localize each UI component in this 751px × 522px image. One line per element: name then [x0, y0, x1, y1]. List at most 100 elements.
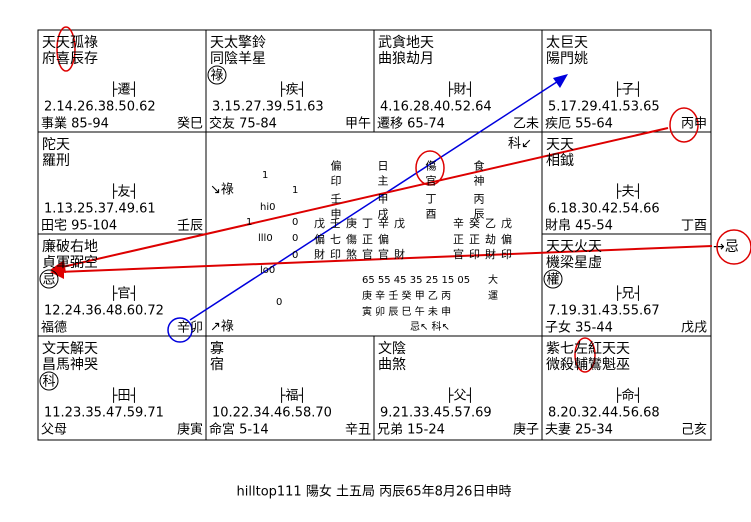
branch: ├子┤: [614, 81, 643, 98]
number: lll0: [258, 233, 273, 244]
stars: 貞軍弼空: [42, 255, 98, 271]
footer: hilltop111 陽女 土五局 丙辰65年8月26日申時: [237, 484, 512, 500]
stars: 陀天: [42, 137, 70, 153]
number: 0: [292, 233, 298, 244]
palace: 交友 75-84: [209, 116, 277, 132]
mark: 科: [42, 375, 55, 390]
right-note: →忌: [713, 239, 739, 255]
palace: 福德: [41, 321, 67, 336]
pillar: 丙辰: [472, 193, 485, 223]
stem: 乙未: [513, 117, 539, 132]
palace: 財帛 45-54: [545, 218, 613, 234]
stars: 武貪地天: [378, 34, 434, 51]
stars: 相鉞: [546, 153, 574, 169]
mark-circle: [207, 65, 227, 85]
stem: 甲午: [345, 117, 371, 132]
pillar: 偏印: [329, 159, 342, 190]
mark: 祿: [210, 69, 223, 84]
stem: 丙申: [681, 117, 707, 132]
luck: 65 55 45 35 25 15 05: [362, 275, 470, 286]
branch: ├財┤: [446, 81, 475, 98]
palace: 事業 85-94: [41, 116, 109, 132]
palace: 夫妻 25-34: [545, 423, 613, 438]
ages: 12.24.36.48.60.72: [44, 304, 164, 319]
mark-circle: [39, 371, 59, 391]
number: 1: [246, 217, 252, 228]
stem: 丁酉: [681, 219, 707, 234]
stars: 微殺輔鸞魁巫: [546, 357, 630, 373]
ages: 5.17.29.41.53.65: [548, 100, 660, 115]
number: 1: [262, 170, 268, 181]
stars: 天天: [546, 137, 574, 153]
stars: 天天孤祿: [42, 35, 98, 51]
stem: 戊戌: [681, 321, 707, 336]
note: ↗祿: [210, 320, 234, 335]
palace: 命宮 5-14: [209, 422, 269, 438]
stars: 太巨天: [546, 35, 588, 51]
hidden-stem: 辛癸乙戊: [453, 216, 517, 230]
pillar: 日主: [376, 160, 389, 190]
ages: 4.16.28.40.52.64: [380, 100, 492, 115]
stem: 壬辰: [177, 219, 203, 234]
luck: 大: [488, 273, 498, 286]
stars: 府喜辰存: [42, 51, 98, 67]
ages: 3.15.27.39.51.63: [212, 100, 324, 115]
stars: 宿: [210, 356, 224, 373]
number: lo0: [260, 265, 275, 276]
stars: 機梁星虛: [546, 255, 602, 271]
branch: ├官┤: [110, 285, 139, 302]
annotations: [50, 26, 751, 373]
branch: ├夫┤: [614, 183, 643, 200]
stars: 紫七左紅天天: [546, 341, 630, 357]
palace: 子女 35-44: [545, 320, 613, 336]
palace: 疾厄 55-64: [545, 117, 613, 132]
stars: 曲狼劫月: [378, 51, 434, 67]
number: 0: [276, 297, 282, 308]
palace: 兄弟 15-24: [377, 423, 445, 438]
mark-circle: [543, 269, 563, 289]
stars: 文天解天: [42, 341, 98, 357]
palace: 田宅 95-104: [41, 219, 117, 234]
grid: [37, 29, 712, 441]
stars: 羅刑: [42, 153, 70, 169]
stem: 庚子: [513, 422, 539, 438]
stars: 天天火天: [546, 239, 602, 255]
stem: 癸巳: [177, 117, 203, 132]
luck: 運: [488, 290, 498, 302]
luck: 庚 辛 壬 癸 甲 乙 丙: [362, 289, 451, 302]
mark: 權: [546, 273, 559, 288]
pillar: 壬申: [329, 193, 342, 223]
branch: ├友┤: [110, 183, 139, 200]
branch: ├遷┤: [110, 81, 139, 98]
stars: 文陰: [378, 341, 406, 357]
ages: 7.19.31.43.55.67: [548, 304, 660, 319]
hidden-stem: 偏七傷正偏: [314, 232, 394, 246]
mark: 忌: [42, 273, 55, 288]
pillar: 食神: [472, 159, 485, 190]
stars: 寡: [210, 340, 224, 357]
stem: 庚寅: [177, 422, 203, 438]
pillar: 甲戌: [376, 193, 389, 223]
stars: 曲煞: [378, 357, 406, 373]
hidden-stem: 戊壬庚丁辛戊: [314, 216, 410, 230]
stem: 辛卯: [177, 321, 203, 336]
stars: 天太擎鈴: [210, 35, 266, 51]
branch: ├福┤: [278, 387, 307, 404]
number: 1: [292, 185, 298, 196]
ages: 10.22.34.46.58.70: [212, 406, 332, 421]
pillar: 傷官: [424, 159, 437, 190]
palace: 遷移 65-74: [377, 117, 445, 132]
palace: 父母: [41, 423, 67, 438]
note: ↘祿: [210, 183, 234, 198]
ages: 9.21.33.45.57.69: [380, 406, 492, 421]
ages: 2.14.26.38.50.62: [44, 100, 156, 115]
hidden-stem: 正正劫偏: [453, 232, 517, 246]
branch: ├兄┤: [614, 285, 643, 302]
number: 0: [292, 217, 298, 228]
branch: ├田┤: [110, 387, 139, 404]
stars: 昌馬神哭: [42, 357, 98, 373]
ages: 11.23.35.47.59.71: [44, 406, 164, 421]
branch: ├父┤: [446, 387, 475, 404]
stem: 己亥: [681, 423, 707, 438]
